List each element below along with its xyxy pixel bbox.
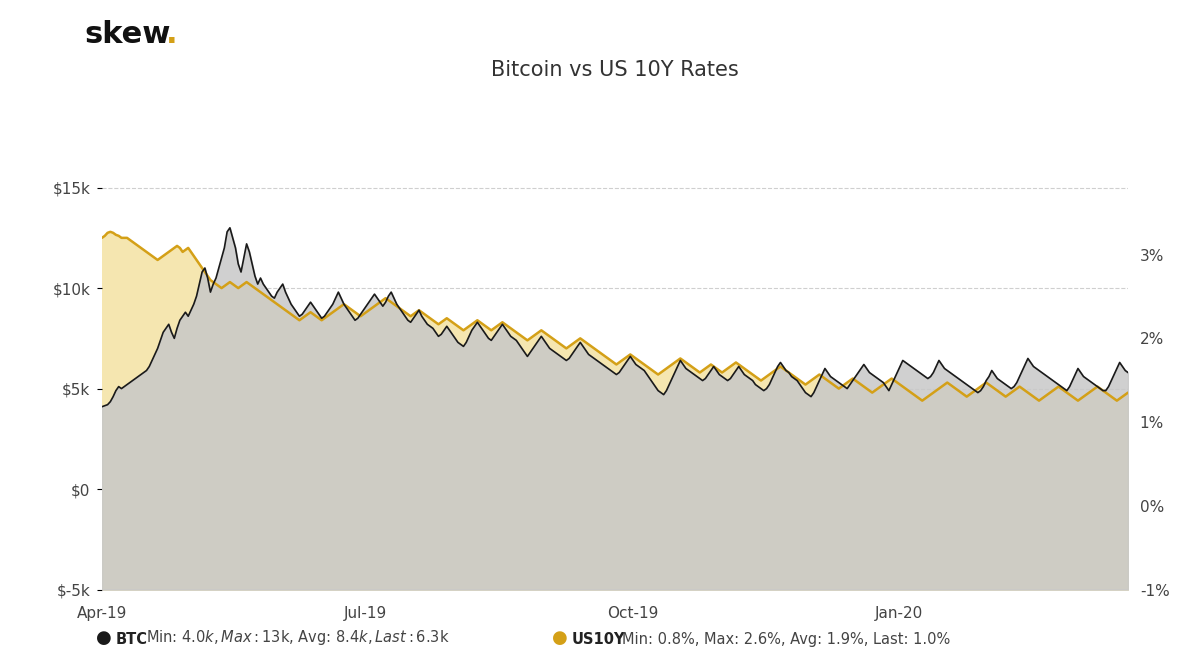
Title: Bitcoin vs US 10Y Rates: Bitcoin vs US 10Y Rates — [491, 60, 739, 80]
Text: ●: ● — [96, 628, 112, 647]
Text: US10Y: US10Y — [571, 632, 625, 647]
Text: .: . — [166, 20, 178, 49]
Text: BTC: BTC — [115, 632, 148, 647]
Text: ●: ● — [552, 628, 568, 647]
Text: Min: 0.8%, Max: 2.6%, Avg: 1.9%, Last: 1.0%: Min: 0.8%, Max: 2.6%, Avg: 1.9%, Last: 1… — [622, 632, 950, 647]
Text: Min: $4.0k, Max: $13k, Avg: $8.4k, Last: $6.3k: Min: $4.0k, Max: $13k, Avg: $8.4k, Last:… — [146, 628, 450, 647]
Text: skew: skew — [84, 20, 170, 49]
